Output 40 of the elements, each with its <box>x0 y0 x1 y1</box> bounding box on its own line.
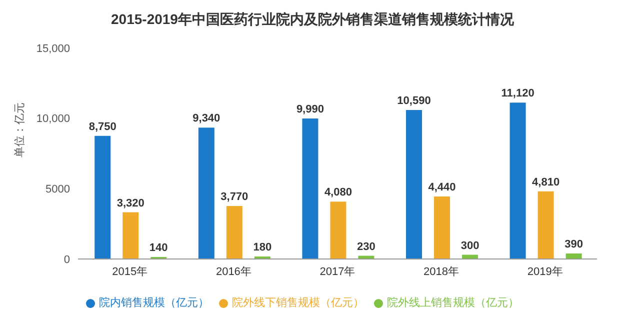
data-label: 300 <box>460 240 480 252</box>
data-label: 9,990 <box>296 103 324 116</box>
data-label: 140 <box>149 242 168 254</box>
data-label: 3,320 <box>116 197 144 210</box>
data-label: 4,440 <box>428 182 456 194</box>
data-label: 9,340 <box>192 112 220 125</box>
data-label: 3,770 <box>220 190 248 203</box>
data-label: 8,750 <box>88 120 116 133</box>
data-label: 230 <box>357 240 376 253</box>
y-axis-title: 单位：亿元 <box>13 102 27 158</box>
legend-label: 院外线下销售规模（亿元） <box>232 297 364 309</box>
x-tick-label: 2016年 <box>216 266 252 278</box>
bar <box>94 136 111 259</box>
bar <box>302 118 318 259</box>
legend-label: 院内销售规模（亿元） <box>99 297 209 309</box>
legend-label: 院外线上销售规模（亿元） <box>387 297 519 309</box>
bar <box>198 128 214 259</box>
x-tick-label: 2019年 <box>527 266 563 278</box>
y-tick-label: 5000 <box>46 184 70 196</box>
bar <box>406 110 422 259</box>
y-tick-label: 0 <box>64 254 70 266</box>
y-tick-label: 10,000 <box>36 113 70 126</box>
bar <box>226 206 242 259</box>
data-label: 390 <box>564 238 583 251</box>
chart-title: 2015-2019年中国医药行业院内及院外销售渠道销售规模统计情况 <box>110 10 515 29</box>
bar <box>434 196 450 259</box>
data-label: 10,590 <box>397 95 431 108</box>
data-label: 4,080 <box>324 186 352 199</box>
data-label: 180 <box>253 241 272 254</box>
bar <box>538 191 554 259</box>
x-tick-label: 2018年 <box>424 266 460 278</box>
data-label: 4,810 <box>532 176 560 188</box>
x-tick-label: 2017年 <box>320 266 356 278</box>
y-tick-label: 15,000 <box>36 42 70 55</box>
bar <box>330 202 346 259</box>
bar <box>122 212 139 259</box>
x-tick-label: 2015年 <box>112 266 148 278</box>
bar <box>566 254 582 259</box>
data-label: 11,120 <box>501 88 534 100</box>
bar <box>510 102 526 259</box>
